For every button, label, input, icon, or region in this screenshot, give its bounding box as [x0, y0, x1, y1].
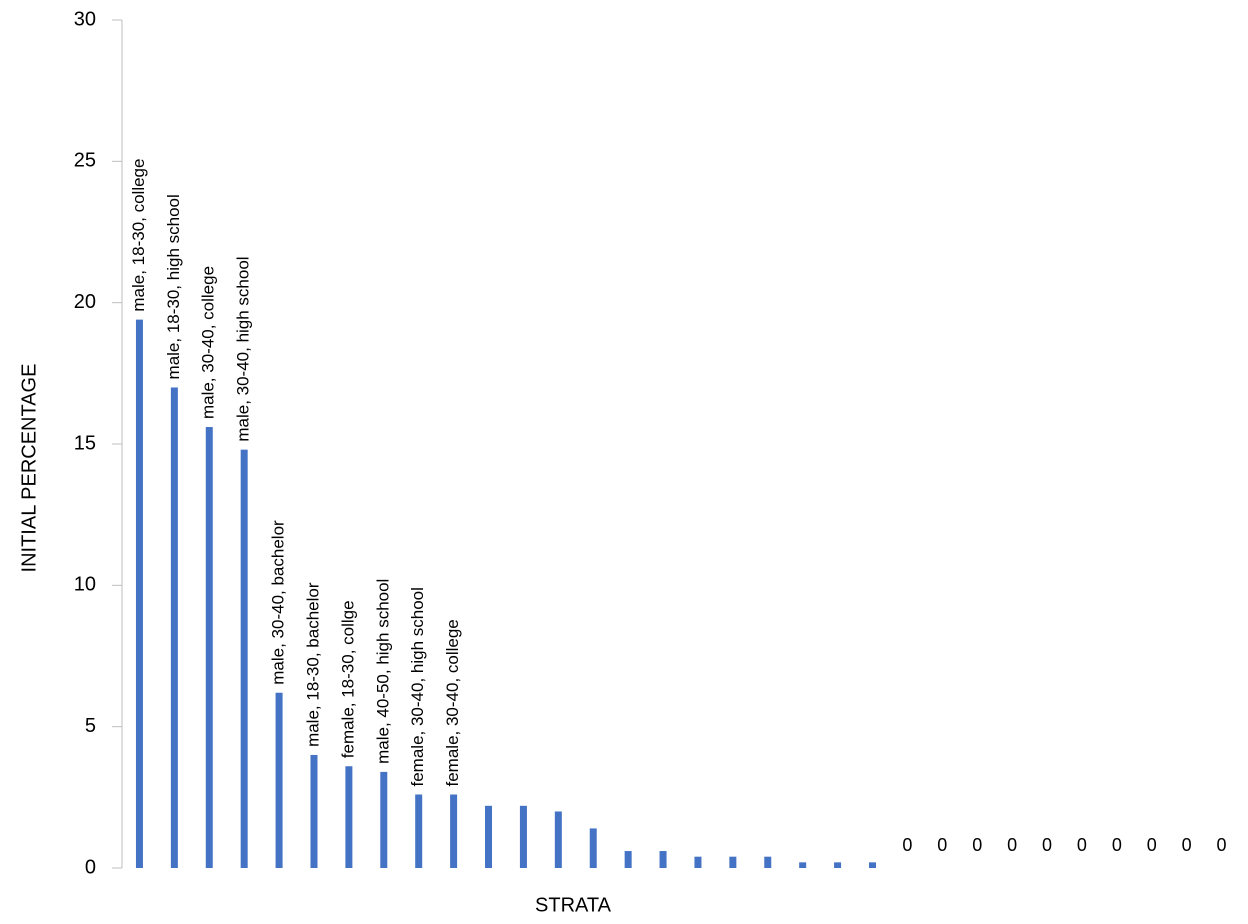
bar — [764, 856, 772, 868]
bar — [624, 851, 632, 868]
value-label: 0 — [1112, 835, 1122, 855]
y-tick-label: 25 — [74, 150, 96, 172]
bar — [240, 449, 248, 868]
bar — [380, 771, 388, 868]
value-label: 0 — [1217, 835, 1227, 855]
bar — [834, 862, 842, 868]
value-label: 0 — [1042, 835, 1052, 855]
category-label: female, 30-40, college — [443, 619, 462, 786]
y-tick-label: 10 — [74, 574, 96, 596]
value-label: 0 — [1077, 835, 1087, 855]
category-label: female, 30-40, high school — [408, 587, 427, 786]
category-label: male, 30-40, bachelor — [269, 520, 288, 685]
bar — [205, 427, 213, 868]
category-label: male, 18-30, college — [129, 159, 148, 312]
value-label: 0 — [902, 835, 912, 855]
bar — [485, 805, 493, 868]
bar — [589, 828, 597, 868]
category-label: male, 18-30, high school — [164, 194, 183, 379]
bar — [170, 387, 178, 868]
y-axis-title: INITIAL PERCENTAGE — [18, 364, 40, 573]
category-label: female, 18-30, collge — [338, 600, 357, 758]
bar — [694, 856, 702, 868]
category-label: male, 18-30, bachelor — [303, 582, 322, 747]
value-label: 0 — [1007, 835, 1017, 855]
category-label: male, 30-40, high school — [234, 256, 253, 441]
y-tick-label: 30 — [74, 8, 96, 30]
y-tick-label: 20 — [74, 291, 96, 313]
y-tick-label: 5 — [85, 715, 96, 737]
category-label: male, 30-40, college — [199, 266, 218, 419]
value-label: 0 — [1182, 835, 1192, 855]
bar — [415, 794, 423, 868]
bar — [799, 862, 807, 868]
bar — [310, 754, 318, 868]
bar — [729, 856, 737, 868]
bar — [345, 766, 353, 868]
y-tick-label: 0 — [85, 856, 96, 878]
y-tick-label: 15 — [74, 432, 96, 454]
bar — [554, 811, 562, 868]
x-axis-title: STRATA — [535, 894, 612, 916]
bar — [135, 319, 143, 868]
bar — [275, 692, 283, 868]
value-label: 0 — [937, 835, 947, 855]
value-label: 0 — [1147, 835, 1157, 855]
value-label: 0 — [972, 835, 982, 855]
bar — [519, 805, 527, 868]
bar — [659, 851, 667, 868]
category-label: male, 40-50, high school — [373, 579, 392, 764]
bar — [450, 794, 458, 868]
bar — [868, 862, 876, 868]
